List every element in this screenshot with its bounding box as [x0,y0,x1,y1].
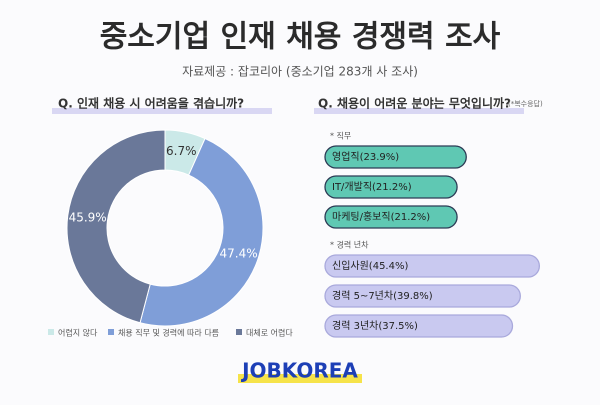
value-label: 신입사원(45.4%) [332,259,408,272]
note: (*복수응답) [508,99,543,108]
bar [324,145,467,169]
underline [314,108,524,114]
donut-slice [139,137,264,327]
value-label: 45.9% [69,210,107,224]
legend-label: 채용 직무 및 경력에 따라 다름 [118,328,219,338]
group-label: * 경력 년차 [330,240,369,250]
chart-title: Q. 인재 채용 시 어려움을 겪습니까? [58,96,244,111]
bar [324,284,521,308]
group-label: * 직무 [330,131,351,141]
value-label: 47.4% [219,246,257,260]
bar [324,254,541,278]
legend-swatch [108,329,114,335]
chart-title: Q. 채용이 어려운 분야는 무엇입니까? [318,96,511,111]
legend-swatch [48,329,54,335]
bar [324,314,514,338]
legend-swatch [236,329,242,335]
source: 자료제공 : 잡코리아 (중소기업 283개 사 조사) [182,65,418,79]
value-label: 경력 3년차(37.5%) [332,319,418,332]
brand-highlight [238,374,362,383]
value-label: 마케팅/홍보직(21.2%) [332,210,430,223]
legend-label: 대체로 어렵다 [246,328,293,338]
brand: JOBKOREA [240,359,358,383]
value-label: 경력 5~7년차(39.8%) [332,289,433,302]
title: 중소기업 인재 채용 경쟁력 조사 [100,20,501,55]
value-label: IT/개발직(21.2%) [332,181,412,193]
legend-label: 어렵지 않다 [58,328,98,338]
bar [324,205,458,229]
underline [52,108,272,114]
bar [324,175,458,199]
donut-slice [66,129,166,324]
value-label: 6.7% [166,144,197,158]
value-label: 영업직(23.9%) [332,150,399,163]
